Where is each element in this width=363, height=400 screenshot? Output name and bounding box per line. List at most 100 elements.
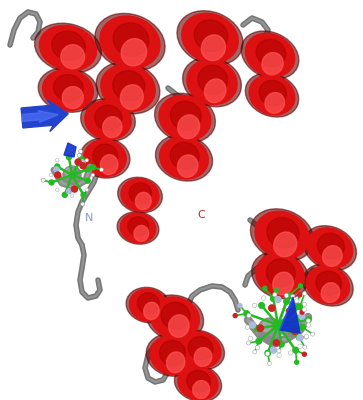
Ellipse shape: [144, 302, 159, 320]
Ellipse shape: [262, 52, 283, 75]
Ellipse shape: [188, 337, 213, 360]
Circle shape: [294, 315, 300, 321]
Circle shape: [306, 318, 310, 323]
Circle shape: [303, 345, 307, 349]
Circle shape: [70, 149, 74, 153]
Ellipse shape: [274, 232, 297, 257]
Circle shape: [297, 304, 303, 310]
Ellipse shape: [256, 254, 304, 296]
Circle shape: [72, 186, 77, 192]
Ellipse shape: [194, 348, 212, 366]
Circle shape: [270, 347, 277, 353]
Ellipse shape: [93, 144, 118, 168]
Circle shape: [62, 192, 67, 197]
Circle shape: [85, 178, 90, 183]
Ellipse shape: [183, 57, 241, 107]
Circle shape: [77, 159, 82, 164]
Ellipse shape: [174, 364, 221, 400]
Circle shape: [284, 299, 289, 304]
Ellipse shape: [307, 228, 353, 268]
Ellipse shape: [267, 218, 299, 248]
Ellipse shape: [85, 100, 131, 140]
Circle shape: [275, 296, 281, 302]
Circle shape: [295, 299, 299, 303]
Circle shape: [255, 346, 260, 350]
Ellipse shape: [121, 38, 147, 66]
Ellipse shape: [126, 287, 170, 323]
Ellipse shape: [175, 330, 224, 370]
Circle shape: [79, 156, 84, 161]
Ellipse shape: [177, 11, 243, 65]
Circle shape: [273, 292, 277, 297]
Ellipse shape: [40, 25, 97, 71]
Circle shape: [233, 314, 237, 318]
Ellipse shape: [95, 105, 122, 130]
Circle shape: [256, 338, 261, 344]
Ellipse shape: [182, 13, 238, 63]
Ellipse shape: [303, 226, 356, 270]
Circle shape: [66, 155, 72, 160]
Circle shape: [268, 362, 272, 366]
Ellipse shape: [134, 226, 149, 242]
Ellipse shape: [53, 74, 83, 101]
Circle shape: [80, 160, 85, 165]
Ellipse shape: [155, 135, 213, 181]
Ellipse shape: [194, 20, 228, 51]
Circle shape: [41, 178, 45, 182]
Ellipse shape: [61, 45, 85, 69]
Ellipse shape: [113, 23, 149, 56]
Circle shape: [249, 322, 256, 328]
Circle shape: [70, 194, 74, 198]
Ellipse shape: [96, 62, 160, 114]
Polygon shape: [280, 297, 293, 330]
Ellipse shape: [129, 289, 167, 321]
Circle shape: [300, 324, 305, 330]
Circle shape: [286, 293, 291, 298]
Ellipse shape: [201, 35, 225, 61]
Circle shape: [49, 180, 54, 185]
Circle shape: [273, 340, 280, 346]
Ellipse shape: [170, 101, 201, 130]
Ellipse shape: [241, 31, 299, 79]
Circle shape: [81, 202, 85, 206]
Ellipse shape: [252, 251, 308, 299]
Circle shape: [287, 309, 294, 316]
Ellipse shape: [80, 138, 130, 178]
Ellipse shape: [100, 16, 160, 68]
Circle shape: [292, 328, 298, 334]
Ellipse shape: [128, 217, 149, 236]
Circle shape: [80, 163, 86, 169]
Circle shape: [286, 308, 293, 314]
Circle shape: [55, 164, 60, 169]
Circle shape: [310, 332, 314, 336]
Ellipse shape: [146, 295, 204, 341]
Ellipse shape: [159, 96, 211, 140]
Circle shape: [262, 322, 271, 331]
Circle shape: [280, 317, 300, 337]
Circle shape: [302, 302, 306, 306]
Circle shape: [90, 165, 95, 170]
Ellipse shape: [52, 31, 85, 60]
Circle shape: [259, 303, 264, 308]
Ellipse shape: [255, 211, 309, 259]
Circle shape: [303, 292, 307, 296]
Circle shape: [270, 296, 276, 301]
FancyArrow shape: [22, 110, 58, 122]
Circle shape: [70, 152, 74, 156]
Ellipse shape: [250, 209, 314, 261]
Ellipse shape: [34, 23, 101, 73]
Ellipse shape: [323, 246, 342, 266]
Circle shape: [254, 326, 260, 332]
Circle shape: [85, 167, 90, 172]
Circle shape: [99, 168, 103, 172]
Circle shape: [291, 294, 295, 298]
Circle shape: [274, 288, 278, 292]
Circle shape: [257, 325, 264, 331]
Ellipse shape: [306, 266, 350, 304]
Circle shape: [284, 293, 289, 298]
Circle shape: [75, 159, 81, 165]
Circle shape: [302, 308, 307, 312]
Circle shape: [269, 305, 275, 311]
Text: N: N: [85, 213, 93, 223]
Ellipse shape: [187, 370, 211, 392]
